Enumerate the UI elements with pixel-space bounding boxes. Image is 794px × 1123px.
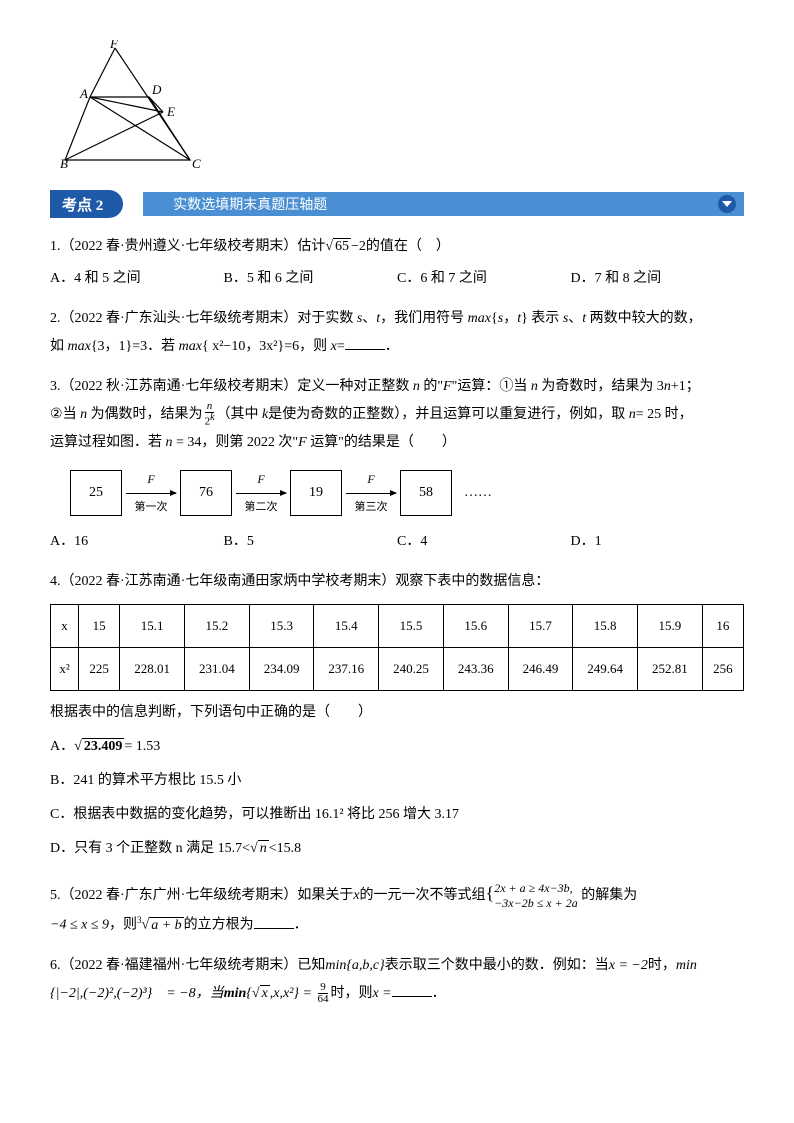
- q4-option-a: A．√23.409= 1.53: [50, 733, 744, 761]
- q3-options: A．16 B．5 C．4 D．1: [50, 528, 744, 556]
- q6-blank: [392, 983, 432, 997]
- section-header: 考点 2 实数选填期末真题压轴题: [50, 190, 744, 218]
- question-6: 6.（2022 春·福建福州·七年级统考期末）已知min{a,b,c}表示取三个…: [50, 952, 744, 1008]
- q4-data-table: x 15 15.1 15.2 15.3 15.4 15.5 15.6 15.7 …: [50, 604, 744, 691]
- svg-text:A: A: [79, 86, 88, 101]
- dropdown-icon: [718, 195, 736, 213]
- q2-g: {3，1}=3．若: [91, 339, 179, 354]
- q1-options: A．4 和 5 之间 B．5 和 6 之间 C．6 和 7 之间 D．7 和 8…: [50, 265, 744, 293]
- q1-option-a: A．4 和 5 之间: [50, 265, 224, 293]
- q2-e: 两数中较大的数，: [586, 311, 702, 326]
- svg-text:E: E: [166, 104, 175, 119]
- q2-a: 2.（2022 春·广东汕头·七年级统考期末）对于实数: [50, 311, 357, 326]
- question-3: 3.（2022 秋·江苏南通·七年级校考期末）定义一种对正整数 n 的"F"运算…: [50, 373, 744, 556]
- question-1: 1.（2022 春·贵州遵义·七年级校考期末）估计√65−2的值在（ ） A．4…: [50, 233, 744, 293]
- q2-b: ，我们用符号: [380, 311, 468, 326]
- flow-dots: ……: [464, 479, 492, 507]
- flow-box-2: 76: [180, 470, 232, 516]
- question-5: 5.（2022 春·广东广州·七年级统考期末）如果关于x的一元一次不等式组{2x…: [50, 875, 744, 940]
- table-head-x: x: [51, 605, 79, 648]
- flow-box-3: 19: [290, 470, 342, 516]
- question-4: 4.（2022 春·江苏南通·七年级南通田家炳中学校考期末）观察下表中的数据信息…: [50, 568, 744, 863]
- q1-option-d: D．7 和 8 之间: [571, 265, 745, 293]
- question-2: 2.（2022 春·广东汕头·七年级统考期末）对于实数 s、t，我们用符号 ma…: [50, 305, 744, 361]
- table-row-x2: x² 225 228.01 231.04 234.09 237.16 240.2…: [51, 648, 744, 691]
- flow-box-1: 25: [70, 470, 122, 516]
- q3-option-d: D．1: [571, 528, 745, 556]
- q3-a: 3.（2022 秋·江苏南通·七年级校考期末）定义一种对正整数: [50, 379, 413, 394]
- flow-box-4: 58: [400, 470, 452, 516]
- q4-option-b: B．241 的算术平方根比 15.5 小: [50, 767, 744, 795]
- q2-d: } 表示: [521, 311, 563, 326]
- q4-option-c: C．根据表中数据的变化趋势，可以推断出 16.1² 将比 256 增大 3.17: [50, 801, 744, 829]
- q3-option-c: C．4: [397, 528, 571, 556]
- q2-blank: [345, 336, 385, 350]
- q3-flow-diagram: 25 F 第一次 76 F 第二次 19 F 第三次 58 ……: [70, 467, 744, 518]
- q3-option-a: A．16: [50, 528, 224, 556]
- geometry-svg: A B C D E F: [60, 40, 205, 170]
- sqrt-sign: √: [325, 239, 333, 254]
- q1-text-b: −2的值在（ ）: [351, 239, 450, 254]
- table-head-x2: x²: [51, 648, 79, 691]
- q5-a: 5.（2022 春·广东广州·七年级统考期末）如果关于: [50, 888, 353, 903]
- q1-text-a: 1.（2022 春·贵州遵义·七年级校考期末）估计: [50, 239, 325, 254]
- section-title-text: 实数选填期末真题压轴题: [173, 194, 327, 214]
- flow-arrow-2: F 第二次: [236, 467, 286, 518]
- flow-arrow-3: F 第三次: [346, 467, 396, 518]
- section-title: 实数选填期末真题压轴题: [143, 192, 744, 216]
- q4-b: 根据表中的信息判断，下列语句中正确的是（ ）: [50, 699, 744, 727]
- q1-sqrt: 65: [333, 238, 351, 254]
- q4-a: 4.（2022 春·江苏南通·七年级南通田家炳中学校考期末）观察下表中的数据信息…: [50, 574, 549, 589]
- q6-a: 6.（2022 春·福建福州·七年级统考期末）已知: [50, 958, 325, 973]
- q2-expr: { x²−10，3x²}=6，则: [202, 339, 331, 354]
- section-tag: 考点 2: [50, 190, 123, 218]
- q5-blank: [254, 915, 294, 929]
- q4-option-d: D．只有 3 个正整数 n 满足 15.7<√n<15.8: [50, 835, 744, 863]
- geometry-triangle-figure: A B C D E F: [60, 40, 744, 175]
- q2-max1: max: [468, 311, 491, 326]
- flow-arrow-1: F 第一次: [126, 467, 176, 518]
- svg-text:D: D: [151, 82, 162, 97]
- q1-option-c: C．6 和 7 之间: [397, 265, 571, 293]
- svg-text:B: B: [60, 156, 68, 170]
- svg-text:F: F: [109, 40, 119, 51]
- q1-option-b: B．5 和 6 之间: [224, 265, 398, 293]
- q2-f: 如: [50, 339, 68, 354]
- svg-text:C: C: [192, 156, 201, 170]
- table-row-x: x 15 15.1 15.2 15.3 15.4 15.5 15.6 15.7 …: [51, 605, 744, 648]
- q3-option-b: B．5: [224, 528, 398, 556]
- q2-s: s: [357, 311, 362, 326]
